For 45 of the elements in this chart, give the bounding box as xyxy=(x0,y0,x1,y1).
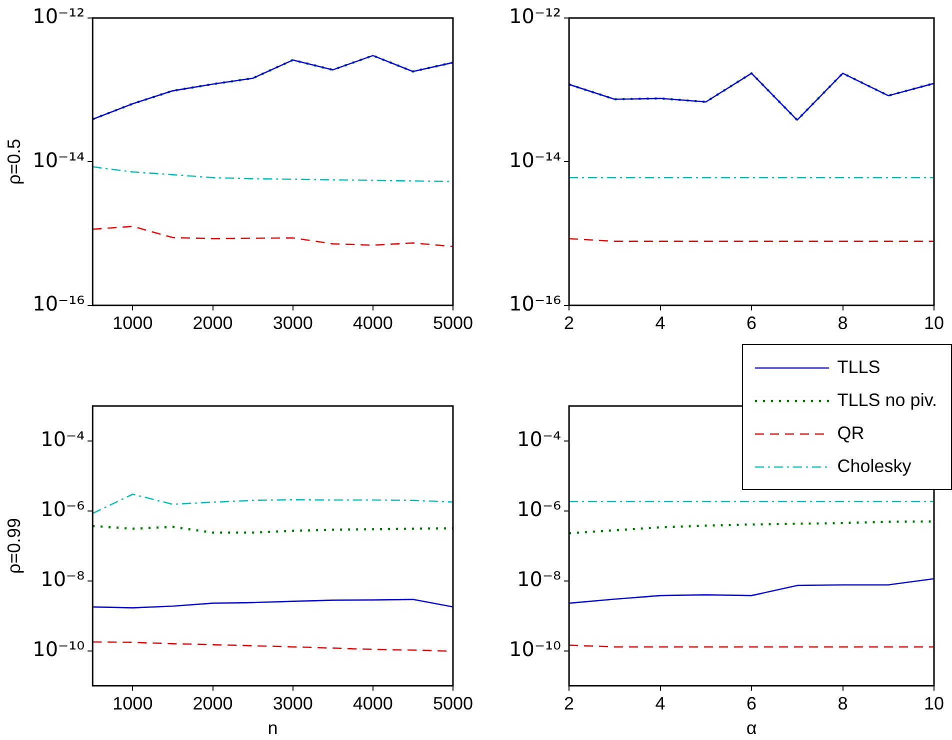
y-tick-label: 10⁻⁴ xyxy=(517,427,562,452)
x-tick-label: 2000 xyxy=(192,313,233,334)
legend-label: QR xyxy=(837,423,864,444)
x-tick-label: 3000 xyxy=(272,313,313,334)
line-series xyxy=(92,226,453,248)
x-tick-label: 1000 xyxy=(112,694,153,714)
y-tick-label: 10⁻¹² xyxy=(32,4,85,28)
y-axis-title: ρ=0.5 xyxy=(4,138,24,185)
line-series xyxy=(569,520,934,534)
y-axis-title: ρ=0.99 xyxy=(4,518,24,574)
y-tick-label: 10⁻¹⁴ xyxy=(32,148,85,172)
y-tick-label: 10⁻⁶ xyxy=(517,497,562,522)
y-tick-label: 10⁻¹² xyxy=(508,4,562,28)
x-tick-label: 6 xyxy=(746,313,757,334)
x-tick-label: 3000 xyxy=(272,694,313,714)
y-tick-label: 10⁻⁸ xyxy=(40,567,85,592)
x-tick-label: 4000 xyxy=(352,694,393,714)
x-tick-label: 5000 xyxy=(432,694,473,714)
x-tick-label: 2 xyxy=(564,694,574,714)
y-tick-label: 10⁻⁸ xyxy=(517,567,562,592)
y-tick-label: 10⁻¹⁴ xyxy=(508,148,562,172)
y-tick-label: 10⁻⁴ xyxy=(40,427,85,452)
line-series xyxy=(92,494,453,514)
x-tick-label: 10 xyxy=(924,694,944,714)
y-tick-label: 10⁻¹⁶ xyxy=(508,292,562,316)
x-axis-title: α xyxy=(746,718,757,738)
x-tick-label: 1000 xyxy=(112,313,153,334)
x-axis-title: n xyxy=(268,718,278,738)
x-tick-label: 4 xyxy=(655,313,666,334)
y-tick-label: 10⁻⁶ xyxy=(40,497,85,522)
y-tick-label: 10⁻¹⁰ xyxy=(508,637,562,662)
x-tick-label: 8 xyxy=(838,313,848,334)
x-tick-label: 4 xyxy=(655,694,666,714)
x-tick-label: 2 xyxy=(564,313,574,334)
x-tick-label: 2000 xyxy=(192,694,233,714)
x-tick-label: 8 xyxy=(838,694,848,714)
x-tick-label: 6 xyxy=(746,694,757,714)
y-tick-label: 10⁻¹⁶ xyxy=(32,292,85,316)
x-tick-label: 4000 xyxy=(352,313,393,334)
y-tick-label: 10⁻¹⁰ xyxy=(32,637,85,662)
x-tick-label: 5000 xyxy=(432,313,473,334)
legend-label: Cholesky xyxy=(837,456,912,477)
legend-label: TLLS xyxy=(837,357,880,378)
legend-label: TLLS no piv. xyxy=(837,390,937,411)
x-tick-label: 10 xyxy=(924,313,944,334)
